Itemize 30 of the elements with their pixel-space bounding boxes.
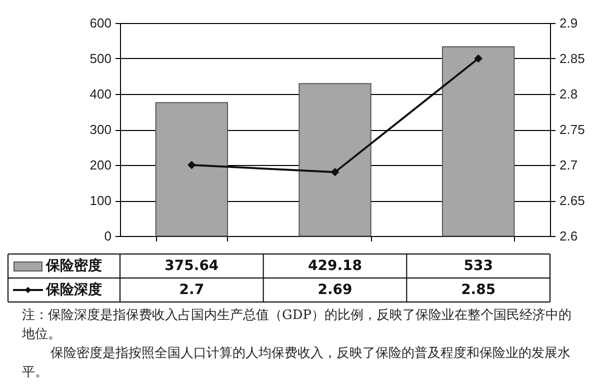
- y2-tick-label: 2.75: [560, 122, 585, 137]
- data-label: 429.18: [308, 258, 362, 274]
- bar: [298, 83, 372, 236]
- y2-tick-label: 2.9: [560, 16, 578, 30]
- legend-label: 保险深度: [45, 281, 102, 298]
- y2-tick-label: 2.85: [560, 51, 585, 66]
- point: [474, 54, 483, 63]
- data-label: 2.7: [179, 282, 204, 298]
- legend-label: 保险密度: [45, 257, 102, 274]
- y2-tick-label: 2.65: [560, 193, 585, 208]
- bar: [442, 46, 515, 236]
- data-label: 533: [464, 258, 493, 274]
- y2-tick-label: 2.7: [560, 158, 578, 172]
- point: [187, 160, 196, 170]
- y-tick-label: 0: [104, 228, 112, 244]
- y-tick-label: 100: [90, 193, 112, 208]
- y-tick-label: 200: [90, 158, 112, 172]
- y-tick-label: 600: [90, 16, 112, 30]
- y-tick-label: 300: [90, 122, 112, 137]
- text: 注：保险深度是指保费收入占国内生产总值（GDP）的比例，反映了保险业在整个国民经济中的地位。: [22, 307, 573, 344]
- y-tick-label: 500: [90, 51, 112, 66]
- data-label: 2.69: [318, 282, 352, 298]
- data-label: 375.64: [164, 258, 219, 274]
- text: 保险密度是指按照全国人口计算的人均保费收入，反映了保险的普及程度和保险业的发展水平。: [22, 344, 572, 382]
- y2-tick-label: 2.8: [560, 86, 578, 102]
- bar: [155, 102, 228, 236]
- y-tick-label: 400: [90, 86, 112, 102]
- data-label: 2.85: [461, 282, 496, 298]
- y2-tick-label: 2.6: [560, 228, 578, 244]
- point: [330, 168, 340, 176]
